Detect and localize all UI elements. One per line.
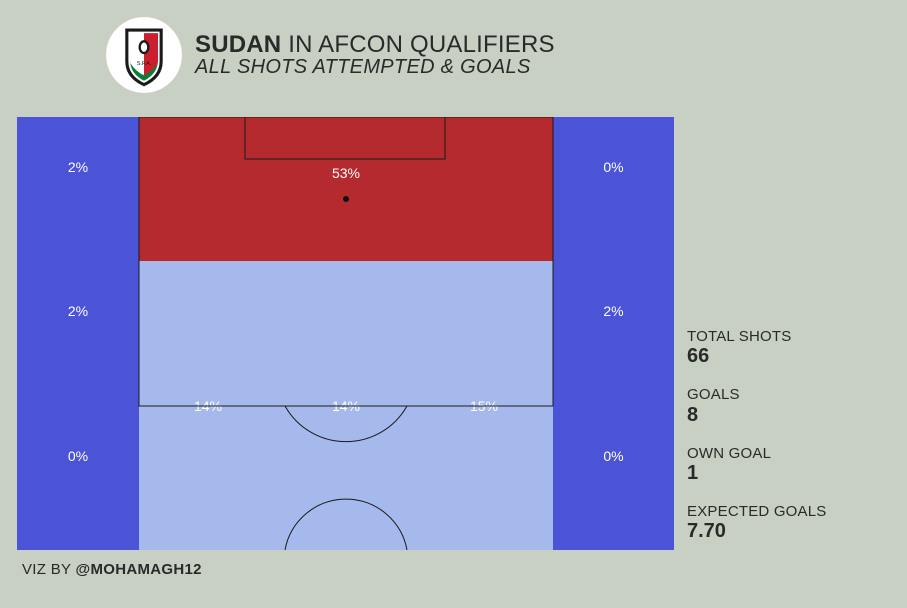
title: SUDAN IN AFCON QUALIFIERS [195,32,555,57]
sudan-fa-logo-icon: S.F.A. [105,16,183,94]
zone-value: 14% [194,398,222,414]
stat-total-shots: TOTAL SHOTS 66 [687,328,827,368]
zone-value: 14% [332,398,360,414]
credit-handle: @MOHAMAGH12 [76,561,202,578]
zone-value: 0% [603,159,623,175]
svg-text:S.F.A.: S.F.A. [137,61,152,67]
stat-label: TOTAL SHOTS [687,328,827,345]
stat-value: 1 [687,462,827,485]
zone-value: 2% [603,303,623,319]
stat-value: 8 [687,404,827,427]
zone-box-center: 14% [277,261,415,550]
stats-panel: TOTAL SHOTS 66 GOALS 8 OWN GOAL 1 EXPECT… [687,328,827,561]
title-bold: SUDAN [195,31,281,58]
zone-value: 0% [603,448,623,464]
zone-value: 15% [470,398,498,414]
shot-zone-pitch: 2% 53% 0% 2% 2% 0% 0% 14% 14% 15% [17,117,674,550]
stat-label: EXPECTED GOALS [687,503,827,520]
zone-value: 53% [332,165,360,181]
zone-value: 0% [68,448,88,464]
stat-own-goal: OWN GOAL 1 [687,445,827,485]
stat-value: 66 [687,345,827,368]
header: S.F.A. SUDAN IN AFCON QUALIFIERS ALL SHO… [105,16,555,94]
stat-label: OWN GOAL [687,445,827,462]
zone-value: 2% [68,159,88,175]
zone-bot-left: 0% [17,406,139,550]
title-rest: IN AFCON QUALIFIERS [281,31,554,58]
zone-value: 2% [68,303,88,319]
zone-bot-right: 0% [553,406,674,550]
credit: VIZ BY @MOHAMAGH12 [22,561,202,578]
zone-mid-left: 2% [17,261,139,406]
penalty-spot-icon [343,196,349,202]
stat-value: 7.70 [687,520,827,543]
zone-mid-right: 2% [553,261,674,406]
stat-label: GOALS [687,386,827,403]
zone-top-center: 53% [139,117,553,261]
zone-box-left: 14% [139,261,277,550]
stat-xg: EXPECTED GOALS 7.70 [687,503,827,543]
title-block: SUDAN IN AFCON QUALIFIERS ALL SHOTS ATTE… [195,32,555,78]
zone-top-left: 2% [17,117,139,261]
zone-box-right: 15% [415,261,553,550]
stat-goals: GOALS 8 [687,386,827,426]
credit-prefix: VIZ BY [22,561,76,578]
subtitle: ALL SHOTS ATTEMPTED & GOALS [195,57,555,78]
zone-top-right: 0% [553,117,674,261]
